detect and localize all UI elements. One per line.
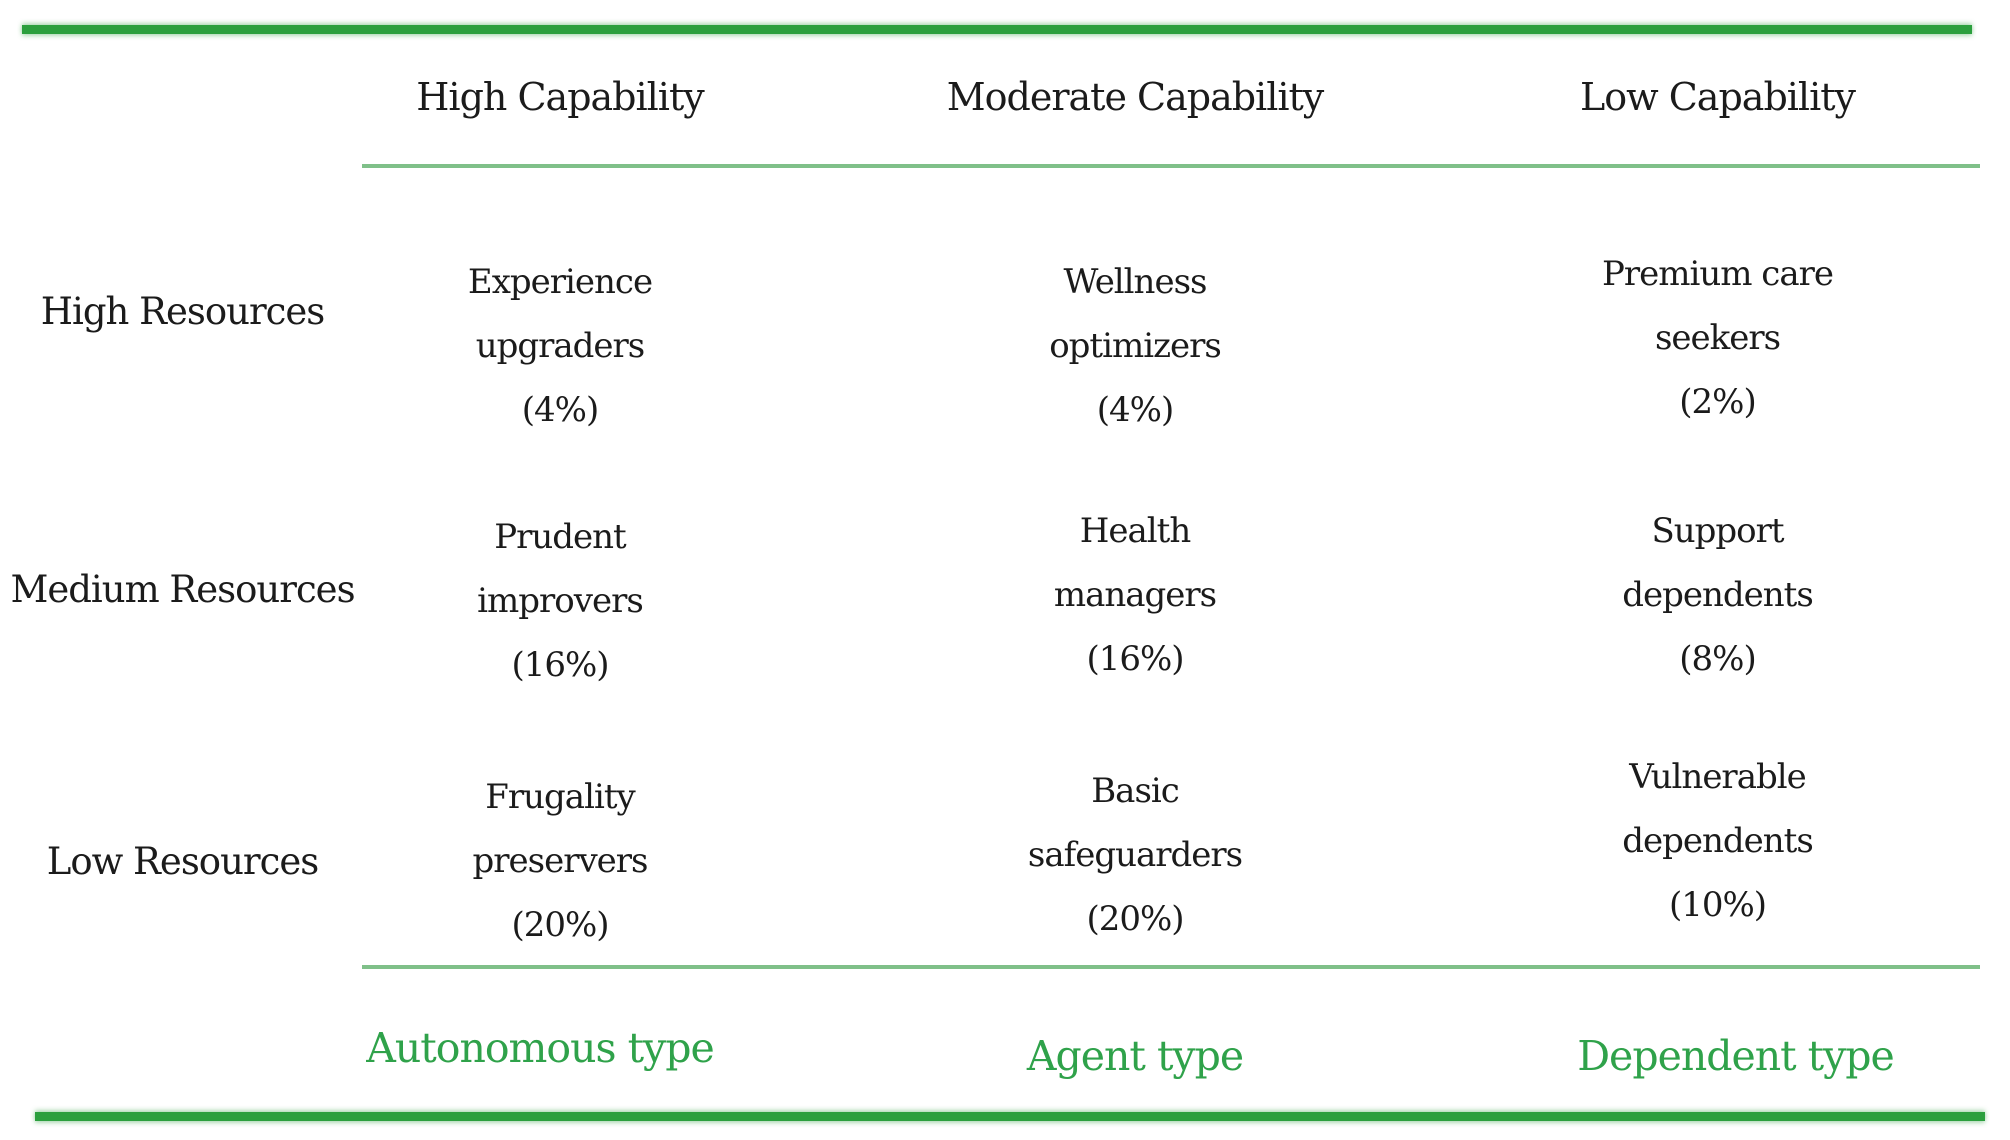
footer-label-dependent-type: Dependent type bbox=[1577, 1032, 1895, 1080]
segment-name-line: Basic bbox=[1091, 771, 1180, 811]
segment-share: (4%) bbox=[1096, 390, 1174, 430]
row-low-resources: Low Resources Frugality preservers (20%)… bbox=[0, 757, 2010, 957]
column-header-low-capability: Low Capability bbox=[1580, 75, 1856, 119]
row-high-resources: High Resources Experience upgraders (4%)… bbox=[0, 250, 2010, 442]
segment-name-line: Wellness bbox=[1063, 262, 1208, 302]
cell-frugality-preservers: Frugality preservers (20%) bbox=[365, 765, 755, 957]
segment-share: (8%) bbox=[1679, 639, 1756, 679]
cell-health-managers: Health managers (16%) bbox=[755, 499, 1515, 691]
segment-name-line: Support bbox=[1651, 511, 1784, 551]
segment-name-line: preservers bbox=[472, 841, 649, 881]
segment-share: (2%) bbox=[1679, 382, 1756, 422]
column-header-high-capability: High Capability bbox=[416, 75, 704, 119]
segment-name-line: dependents bbox=[1622, 821, 1814, 861]
segment-name-line: seekers bbox=[1654, 318, 1781, 358]
footer-type-row: Autonomous type Agent type Dependent typ… bbox=[0, 1012, 2010, 1084]
footer-overline-rule bbox=[362, 965, 1980, 969]
cell-basic-safeguarders: Basic safeguarders (20%) bbox=[755, 759, 1515, 951]
cell-vulnerable-dependents: Vulnerable dependents (10%) bbox=[1515, 745, 1920, 937]
segment-name-line: safeguarders bbox=[1027, 835, 1243, 875]
segment-name-line: managers bbox=[1053, 575, 1217, 615]
segment-share: (16%) bbox=[511, 645, 609, 685]
cell-experience-upgraders: Experience upgraders (4%) bbox=[365, 250, 755, 442]
footer-label-agent-type: Agent type bbox=[1026, 1032, 1244, 1080]
row-header-low-resources: Low Resources bbox=[46, 839, 319, 883]
column-header-row: High Capability Moderate Capability Low … bbox=[0, 62, 2010, 132]
cell-prudent-improvers: Prudent improvers (16%) bbox=[365, 505, 755, 697]
bottom-thick-rule bbox=[35, 1112, 1985, 1121]
segment-share: (20%) bbox=[511, 905, 609, 945]
footer-label-autonomous-type: Autonomous type bbox=[366, 1024, 714, 1072]
column-header-moderate-capability: Moderate Capability bbox=[946, 75, 1325, 119]
segment-name-line: Health bbox=[1079, 511, 1191, 551]
header-underline-rule bbox=[362, 164, 1980, 168]
cell-wellness-optimizers: Wellness optimizers (4%) bbox=[755, 250, 1515, 442]
segment-name-line: upgraders bbox=[475, 326, 646, 366]
top-thick-rule bbox=[22, 25, 1972, 34]
segment-name-line: dependents bbox=[1622, 575, 1814, 615]
segment-share: (16%) bbox=[1086, 639, 1184, 679]
segment-name-line: improvers bbox=[477, 581, 644, 621]
segment-name-line: Vulnerable bbox=[1629, 757, 1806, 797]
row-header-medium-resources: Medium Resources bbox=[10, 567, 355, 611]
segment-name-line: optimizers bbox=[1049, 326, 1222, 366]
segment-share: (10%) bbox=[1668, 885, 1767, 925]
segment-share: (20%) bbox=[1086, 899, 1184, 939]
segment-name-line: Prudent bbox=[494, 517, 626, 557]
segment-name-line: Experience bbox=[467, 262, 653, 302]
cell-support-dependents: Support dependents (8%) bbox=[1515, 499, 1920, 691]
row-medium-resources: Medium Resources Prudent improvers (16%)… bbox=[0, 505, 2010, 697]
row-header-high-resources: High Resources bbox=[40, 289, 326, 333]
segment-share: (4%) bbox=[521, 390, 599, 430]
segment-name-line: Premium care bbox=[1602, 254, 1834, 294]
segment-name-line: Frugality bbox=[485, 777, 635, 817]
cell-premium-care-seekers: Premium care seekers (2%) bbox=[1515, 242, 1920, 434]
